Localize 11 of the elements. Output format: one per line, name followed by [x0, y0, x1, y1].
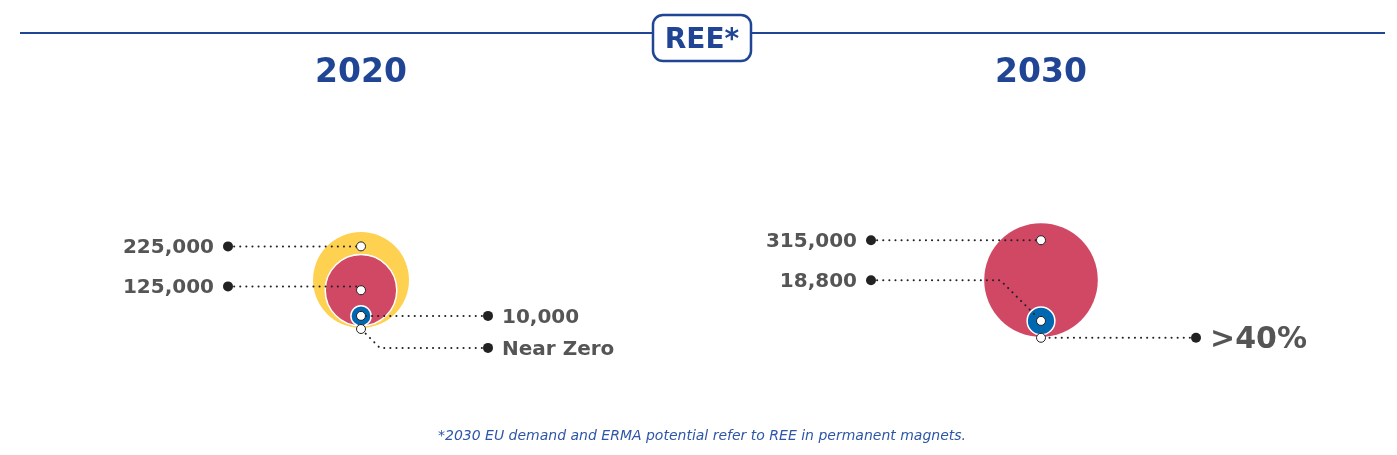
category-label: 2020 — [315, 51, 407, 90]
data-label: >40% — [1210, 320, 1307, 356]
category-label: 2030 — [995, 51, 1087, 90]
data-label: 18,800 — [779, 268, 857, 293]
data-label: Near Zero — [502, 335, 615, 360]
data-label: 125,000 — [122, 274, 214, 299]
data-label: 315,000 — [765, 228, 857, 253]
text: REE* — [664, 22, 740, 55]
data-label: 10,000 — [502, 303, 580, 328]
data-label: 225,000 — [122, 234, 214, 259]
text: *2030 EU demand and ERMA potential refer to REE in permanent magnets. — [437, 427, 967, 443]
